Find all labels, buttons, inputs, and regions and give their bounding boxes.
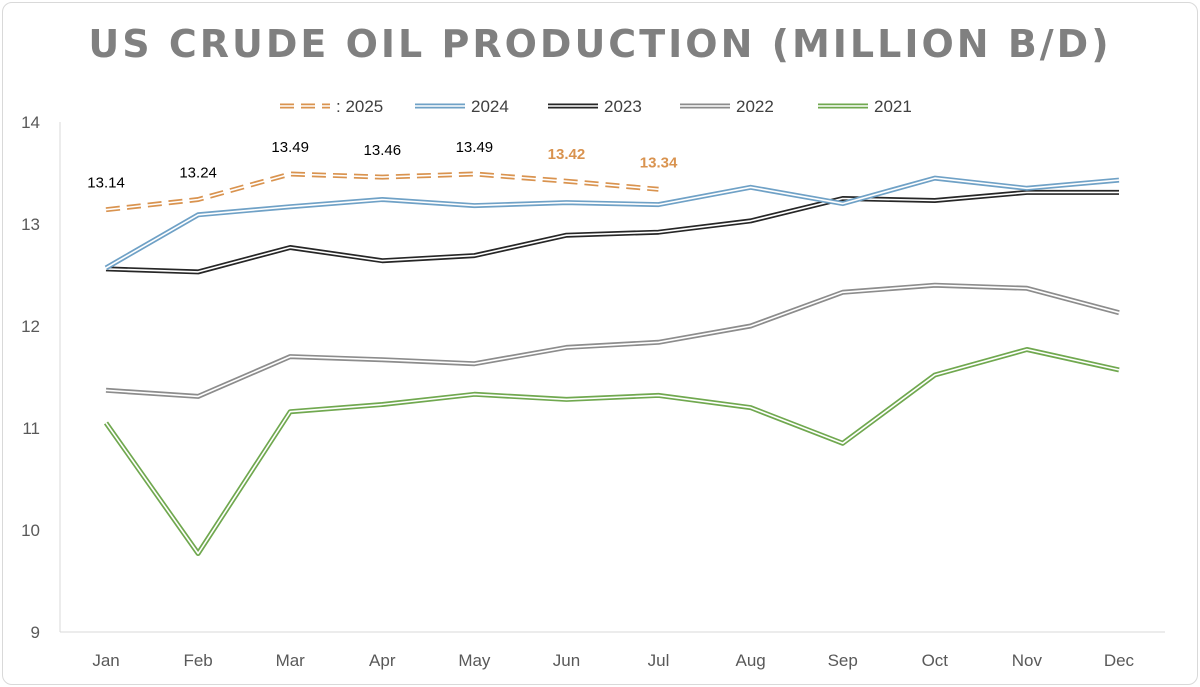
series-line-2024 xyxy=(104,175,1120,271)
x-tick-label: Dec xyxy=(1104,651,1135,670)
point-2022-Oct xyxy=(933,283,937,287)
x-tick-label: Jun xyxy=(553,651,580,670)
point-2022-Dec xyxy=(1117,311,1121,315)
point-2023-Nov xyxy=(1025,190,1029,194)
data-label-2025-Feb: 13.24 xyxy=(179,165,217,182)
legend-label-2023: 2023 xyxy=(604,97,642,116)
chart-title: US CRUDE OIL PRODUCTION (MILLION B/D) xyxy=(88,22,1112,66)
point-2023-Jun xyxy=(564,233,568,237)
point-2025-Jun xyxy=(564,179,568,183)
y-tick-label: 11 xyxy=(22,419,40,438)
point-2024-Jan xyxy=(104,266,108,270)
x-tick-label: Sep xyxy=(828,651,858,670)
point-2023-Dec xyxy=(1117,190,1121,194)
data-label-2025-May: 13.49 xyxy=(456,139,494,156)
point-2022-Aug xyxy=(749,324,753,328)
x-tick-label: Jul xyxy=(648,651,670,670)
legend: : 2025 2024 2023 2022 2021 xyxy=(280,97,912,116)
x-tick-label: Mar xyxy=(276,651,306,670)
point-2024-May xyxy=(472,204,476,208)
point-2021-Dec xyxy=(1117,368,1121,372)
x-tick-label: Nov xyxy=(1012,651,1043,670)
x-tick-label: Oct xyxy=(922,651,949,670)
point-2025-Feb xyxy=(196,198,200,202)
data-label-2025-Jun: 13.42 xyxy=(548,146,586,163)
y-tick-label: 13 xyxy=(21,215,40,234)
point-2024-Dec xyxy=(1117,178,1121,182)
point-2022-Apr xyxy=(380,358,384,362)
point-2024-Nov xyxy=(1025,186,1029,190)
point-2025-Mar xyxy=(288,172,292,176)
point-2021-Feb xyxy=(196,551,200,555)
y-tick-label: 12 xyxy=(21,317,40,336)
point-2023-Mar xyxy=(288,245,292,249)
point-2021-Oct xyxy=(933,373,937,377)
y-tick-label: 10 xyxy=(21,521,40,540)
point-2023-Jul xyxy=(657,230,661,234)
legend-label-2022: 2022 xyxy=(736,97,774,116)
point-2024-Feb xyxy=(196,213,200,217)
point-2024-Oct xyxy=(933,176,937,180)
point-2024-Mar xyxy=(288,205,292,209)
x-tick-label: Jan xyxy=(92,651,119,670)
y-tick-label: 9 xyxy=(31,623,40,642)
data-label-2025-Jul: 13.34 xyxy=(640,154,678,171)
x-tick-label: Feb xyxy=(183,651,212,670)
point-2023-Apr xyxy=(380,259,384,263)
point-2024-Apr xyxy=(380,198,384,202)
data-label-2025-Apr: 13.46 xyxy=(364,142,402,159)
point-2022-Feb xyxy=(196,394,200,398)
point-2022-Mar xyxy=(288,355,292,359)
point-2023-Oct xyxy=(933,199,937,203)
legend-label-2021: 2021 xyxy=(874,97,912,116)
axes: 9 10 11 12 13 14 Jan Feb Mar Apr May Jun Jul Aug Sep Oc… xyxy=(21,113,1165,670)
series-lines xyxy=(103,171,1121,556)
point-2023-Feb xyxy=(196,270,200,274)
x-tick-label: Apr xyxy=(369,651,396,670)
series-line-2025 xyxy=(105,171,659,213)
point-2022-Jan xyxy=(104,388,108,392)
legend-label-2024: 2024 xyxy=(471,97,509,116)
point-2023-May xyxy=(472,254,476,258)
point-2021-Apr xyxy=(380,403,384,407)
point-2024-Jun xyxy=(564,201,568,205)
point-2022-Sep xyxy=(841,290,845,294)
point-2021-Jul xyxy=(657,393,661,397)
point-2022-Nov xyxy=(1025,286,1029,290)
point-2024-Aug xyxy=(749,185,753,189)
series-line-2021 xyxy=(103,347,1120,556)
point-2021-Jan xyxy=(104,421,108,425)
point-2022-Jul xyxy=(657,340,661,344)
series-line-2023 xyxy=(105,189,1119,275)
data-labels: 13.14 13.24 13.49 13.46 13.49 13.42 13.34 xyxy=(87,139,678,192)
point-2021-Mar xyxy=(288,410,292,414)
point-2025-May xyxy=(472,172,476,176)
y-tick-label: 14 xyxy=(21,113,40,132)
data-label-2025-Jan: 13.14 xyxy=(87,175,125,192)
series-line-2022 xyxy=(105,282,1120,399)
point-2024-Sep xyxy=(841,202,845,206)
data-label-2025-Mar: 13.49 xyxy=(271,139,309,156)
point-2021-May xyxy=(472,392,476,396)
point-2024-Jul xyxy=(657,203,661,207)
point-2021-Sep xyxy=(841,441,845,445)
x-tick-label: May xyxy=(458,651,491,670)
point-2021-Nov xyxy=(1025,347,1029,351)
point-2023-Aug xyxy=(749,219,753,223)
point-2021-Aug xyxy=(749,406,753,410)
point-2022-Jun xyxy=(564,345,568,349)
legend-label-2025: : 2025 xyxy=(336,97,383,116)
point-2022-May xyxy=(472,362,476,366)
point-2025-Apr xyxy=(380,175,384,179)
point-2023-Sep xyxy=(841,197,845,201)
x-tick-label: Aug xyxy=(736,651,766,670)
point-2021-Jun xyxy=(564,397,568,401)
point-2025-Jan xyxy=(104,208,108,212)
point-2025-Jul xyxy=(657,187,661,191)
